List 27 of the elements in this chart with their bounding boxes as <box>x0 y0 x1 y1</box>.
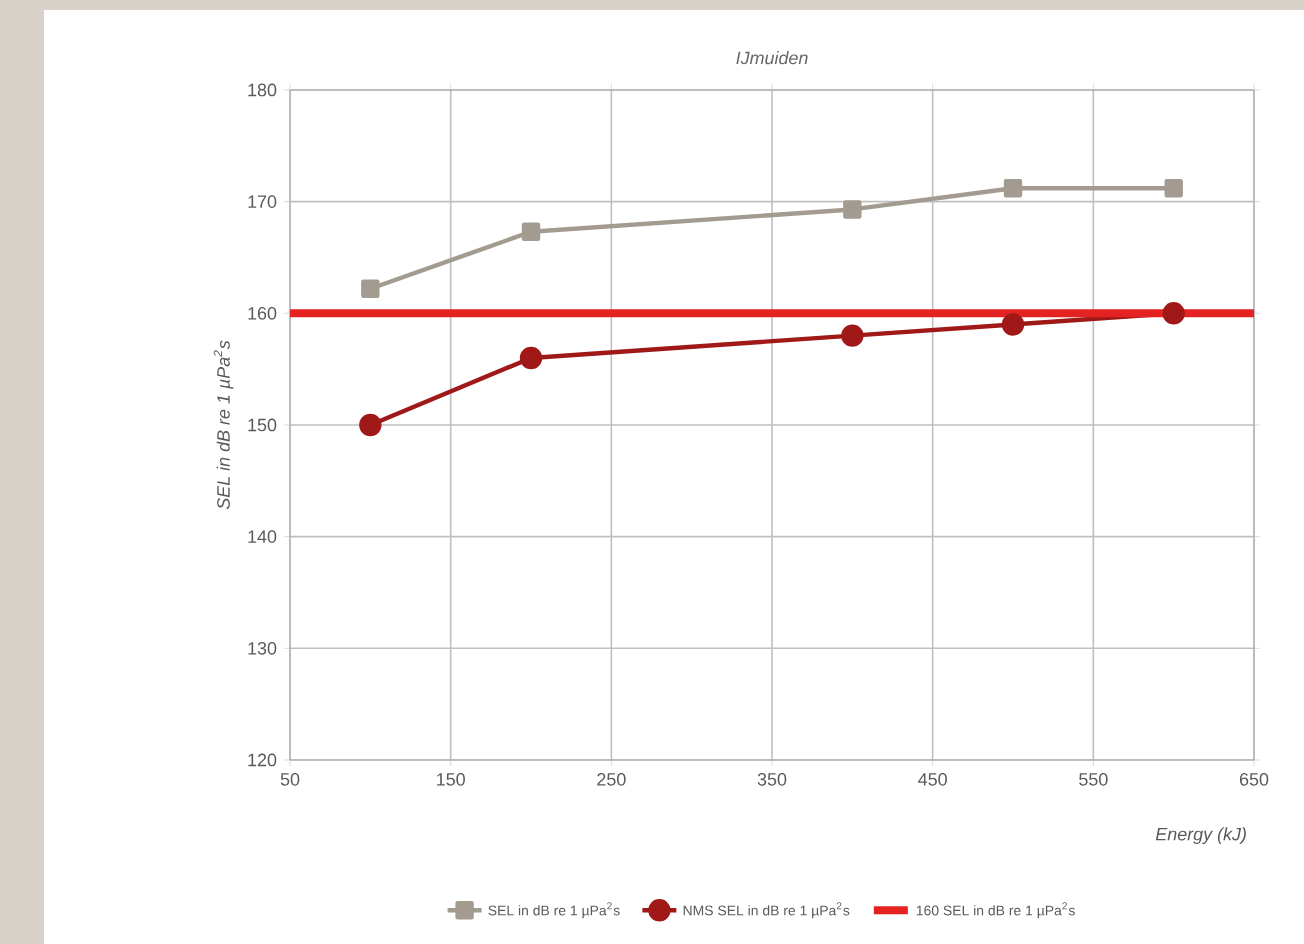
point <box>843 200 862 219</box>
x-axis-title: Energy (kJ) <box>1155 827 1246 845</box>
x-tick-label: 550 <box>1079 773 1108 786</box>
point <box>519 346 543 370</box>
y-tick-label: 140 <box>248 530 277 543</box>
point <box>1162 302 1185 325</box>
y-tick-label: 120 <box>248 753 277 767</box>
x-tick-label: 250 <box>597 773 626 786</box>
point <box>841 324 864 347</box>
y-tick-label: 170 <box>248 195 277 208</box>
point <box>361 279 380 298</box>
point <box>1003 179 1023 198</box>
text: SEL in dB re 1 µPa$^{2}$s <box>213 340 234 510</box>
y-tick-label: 160 <box>248 306 277 320</box>
y-tick-label: 130 <box>248 641 277 655</box>
x-tick-label: 150 <box>437 773 465 786</box>
point <box>359 413 382 437</box>
x-tick-label: 50 <box>280 773 300 786</box>
x-tick-label: 450 <box>918 773 947 786</box>
point <box>1001 313 1025 336</box>
point <box>1164 179 1183 198</box>
x-tick-label: 650 <box>1239 773 1269 786</box>
x-tick-label: 350 <box>757 773 787 786</box>
y-tick-label: 150 <box>248 418 277 432</box>
point <box>521 222 541 241</box>
y-tick-label: 180 <box>248 83 277 97</box>
chart-title: IJmuiden <box>736 51 808 65</box>
